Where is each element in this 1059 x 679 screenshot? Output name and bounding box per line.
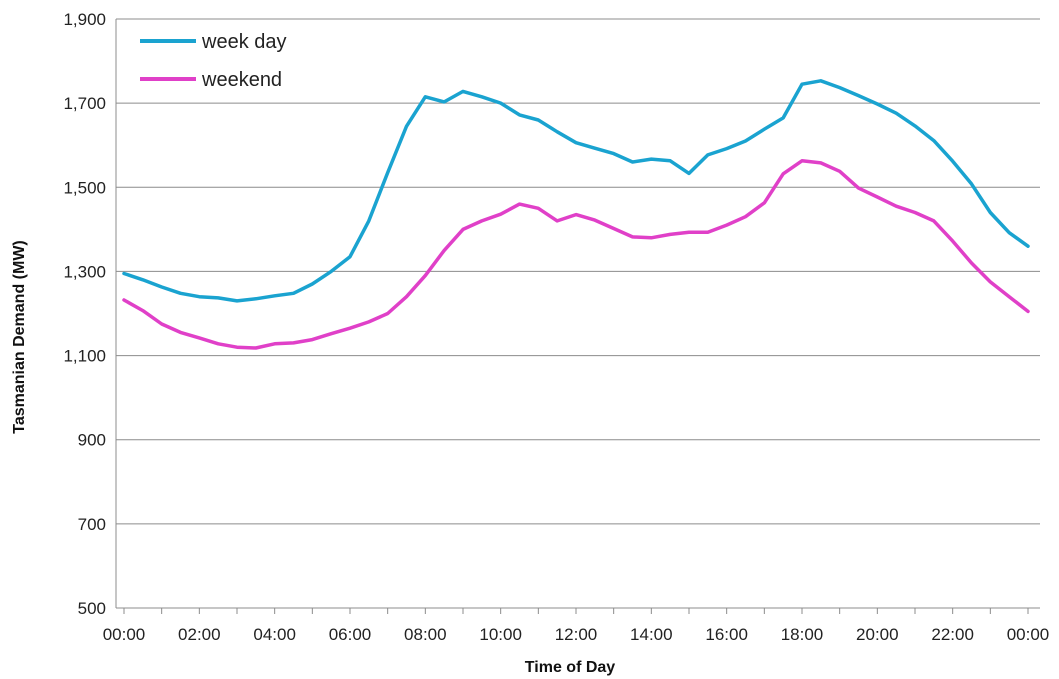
y-tick-label: 500 bbox=[78, 599, 106, 618]
legend-label-week-day: week day bbox=[201, 31, 287, 53]
y-tick-label: 700 bbox=[78, 515, 106, 534]
y-axis-title: Tasmanian Demand (MW) bbox=[11, 240, 28, 434]
x-tick-label: 08:00 bbox=[404, 625, 447, 644]
y-tick-labels: 500 700 900 1,100 1,300 1,500 1,700 1,900 bbox=[63, 10, 106, 618]
legend-label-weekend: weekend bbox=[201, 69, 282, 91]
x-tick-label: 18:00 bbox=[781, 625, 824, 644]
y-tick-label: 900 bbox=[78, 431, 106, 450]
y-tick-label: 1,700 bbox=[63, 94, 106, 113]
series-line-week-day bbox=[122, 79, 1030, 303]
x-tick-label: 04:00 bbox=[253, 625, 296, 644]
x-tick-label: 00:00 bbox=[103, 625, 146, 644]
gridlines bbox=[116, 18, 1040, 609]
series-lines bbox=[122, 79, 1030, 350]
x-axis-title: Time of Day bbox=[525, 659, 616, 676]
x-tick-label: 14:00 bbox=[630, 625, 673, 644]
x-tick-label: 10:00 bbox=[479, 625, 522, 644]
x-tick-label: 20:00 bbox=[856, 625, 899, 644]
series-line-weekend bbox=[122, 159, 1030, 350]
y-tick-label: 1,500 bbox=[63, 178, 106, 197]
x-tick-label: 16:00 bbox=[705, 625, 748, 644]
y-tick-label: 1,900 bbox=[63, 10, 106, 29]
x-tick-label: 06:00 bbox=[329, 625, 372, 644]
x-tick-labels: 00:00 02:00 04:00 06:00 08:00 10:00 12:00 14:00… bbox=[103, 625, 1050, 644]
x-tick-label: 12:00 bbox=[555, 625, 598, 644]
x-tick-label: 00:00 bbox=[1007, 625, 1050, 644]
y-tick-label: 1,300 bbox=[63, 262, 106, 281]
y-tick-label: 1,100 bbox=[63, 347, 106, 366]
x-tick-label: 22:00 bbox=[931, 625, 974, 644]
x-tick-label: 02:00 bbox=[178, 625, 221, 644]
x-axis bbox=[115, 19, 1040, 614]
legend: week day weekend bbox=[140, 31, 287, 91]
